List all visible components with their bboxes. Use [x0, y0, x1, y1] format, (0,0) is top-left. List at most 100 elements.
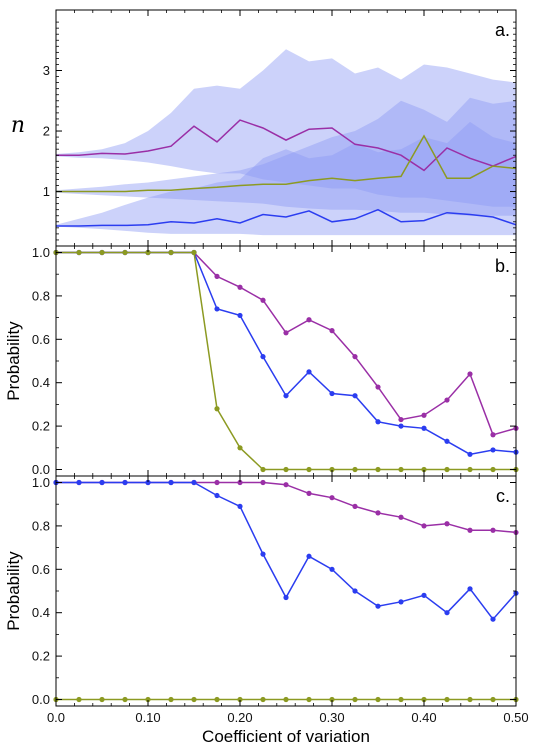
data-point-purple [237, 479, 243, 486]
data-point-olive [283, 696, 289, 703]
data-point-purple [283, 330, 289, 336]
data-point-olive [444, 696, 450, 703]
data-point-blue [283, 393, 289, 399]
x-tick-label: 0.50 [503, 710, 528, 725]
data-point-olive [214, 696, 220, 703]
data-point-olive [490, 696, 496, 703]
data-point-blue [444, 610, 450, 616]
data-point-olive [76, 696, 82, 703]
data-point-blue [260, 551, 266, 557]
data-point-olive [237, 696, 243, 703]
y-tick-label: 2 [43, 124, 50, 139]
data-point-olive [168, 249, 174, 256]
band-purple [56, 49, 516, 207]
data-point-purple [214, 273, 220, 279]
x-tick-label: 0.10 [135, 710, 160, 725]
series-line-blue [56, 208, 517, 227]
y-tick-label: 1 [43, 184, 50, 199]
y-tick-label: 0.6 [32, 562, 50, 577]
data-point-olive [375, 466, 381, 473]
series-line-purple [56, 251, 517, 436]
y-tick-label: 0.4 [32, 605, 50, 620]
x-tick-label: 0.20 [227, 710, 252, 725]
data-point-purple [467, 371, 473, 377]
data-point-blue [237, 312, 243, 319]
data-point-olive [306, 696, 312, 703]
data-point-blue [490, 616, 496, 622]
x-tick-label: 0.30 [319, 710, 344, 725]
data-point-olive [421, 696, 427, 703]
data-point-blue [260, 354, 266, 360]
data-point-purple [490, 527, 496, 533]
data-point-olive [306, 466, 312, 473]
data-point-blue [99, 479, 105, 486]
y-tick-label: 0.4 [32, 375, 50, 390]
data-point-blue [352, 588, 358, 594]
data-point-olive [122, 696, 128, 703]
data-point-olive [145, 249, 151, 256]
data-point-blue [467, 586, 473, 592]
data-point-olive [398, 466, 404, 473]
data-point-blue [444, 438, 450, 444]
data-point-purple [421, 412, 427, 418]
panel-label: b. [495, 256, 510, 276]
data-point-blue [122, 479, 128, 486]
x-axis-label: Coefficient of variation [202, 727, 370, 746]
data-point-purple [260, 297, 266, 303]
data-point-blue [329, 566, 335, 572]
data-point-purple [398, 514, 404, 520]
data-point-olive [398, 696, 404, 703]
series-line-blue [56, 251, 517, 456]
data-point-olive [76, 249, 82, 256]
data-point-purple [352, 503, 358, 509]
data-point-purple [421, 523, 427, 529]
panel-label: a. [495, 20, 510, 40]
data-point-olive [444, 466, 450, 473]
y-tick-label: 0.8 [32, 288, 50, 303]
data-point-blue [145, 479, 151, 486]
series-line-purple [56, 119, 517, 172]
data-point-olive [191, 696, 197, 703]
data-point-olive [99, 696, 105, 703]
data-point-purple [237, 284, 243, 290]
data-point-olive [329, 696, 335, 703]
data-point-blue [283, 594, 289, 601]
data-point-blue [490, 447, 496, 453]
data-point-purple [352, 354, 358, 360]
data-point-blue [352, 393, 358, 399]
data-point-blue [421, 592, 427, 598]
data-point-blue [398, 599, 404, 605]
data-point-blue [421, 425, 427, 431]
data-point-olive [283, 466, 289, 473]
y-tick-label: 0.2 [32, 649, 50, 664]
data-point-olive [329, 466, 335, 473]
data-point-olive [191, 249, 197, 256]
data-point-olive [122, 249, 128, 256]
data-point-blue [329, 390, 335, 397]
data-point-purple [306, 317, 312, 323]
data-point-olive [145, 696, 151, 703]
y-tick-label: 1.0 [32, 245, 50, 260]
y-axis-label: Probability [4, 321, 23, 401]
band-olive [56, 97, 516, 216]
panel-c: 0.0 0.10 0.20 0.30 0.40 0.50 0.0 0.2 0.4 0.6 0.8 1.… [4, 475, 529, 725]
data-point-olive [490, 466, 496, 473]
data-point-purple [444, 521, 450, 527]
data-point-olive [168, 696, 174, 703]
data-point-purple [398, 416, 404, 423]
panel-b: 0.0 0.2 0.4 0.6 0.8 1.0 Probability b. [4, 245, 519, 477]
data-point-purple [214, 479, 220, 486]
panel-a: 1 2 3 n a. [11, 9, 517, 247]
y-tick-label: 0.2 [32, 419, 50, 434]
data-point-blue [168, 479, 174, 486]
y-tick-label: 3 [43, 63, 50, 78]
data-point-olive [260, 696, 266, 703]
data-point-olive [260, 466, 266, 473]
data-point-blue [237, 503, 243, 509]
data-point-blue [191, 479, 197, 486]
data-point-olive [375, 696, 381, 703]
y-tick-label: 0.0 [32, 462, 50, 477]
data-point-purple [444, 397, 450, 403]
y-axis-label: n [11, 113, 25, 138]
y-tick-label: 0.6 [32, 332, 50, 347]
